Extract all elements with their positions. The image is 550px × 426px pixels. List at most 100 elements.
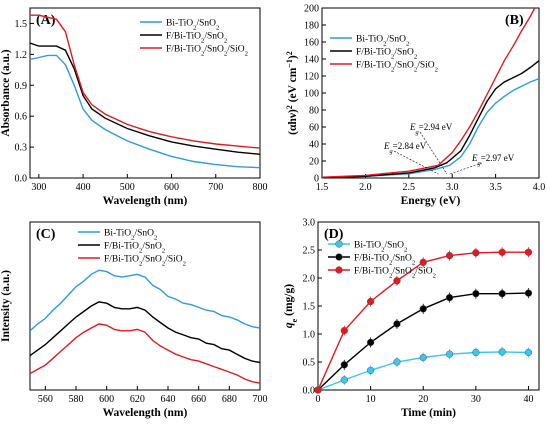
series-line-fbi: [30, 42, 260, 155]
data-point-bi: [472, 348, 480, 357]
legend-entry-bi-part: Bi-TiO: [166, 19, 193, 29]
panel-a: 300 400 500 600 700 800 0.0 0.3 0.6 0.9 1.2 1.5 Wave…: [0, 7, 268, 207]
data-point-fbi: [498, 290, 506, 298]
data-point-fbi: [524, 289, 533, 297]
legend-entry-fbisi-part: 2: [224, 50, 227, 57]
legend-marker: [335, 266, 343, 274]
legend-entry-fbi: F/Bi-TiO2/SnO2: [354, 254, 415, 267]
data-point-fbi: [393, 320, 401, 328]
legend-entry-fbisi-part: 2: [389, 272, 392, 279]
x-tick-label: 300: [31, 182, 46, 193]
y-tick-label: 3.0: [303, 218, 316, 229]
y-axis-label-part: 2: [285, 105, 294, 109]
data-point-bi: [498, 348, 506, 356]
data-point-fbisi: [472, 249, 480, 257]
x-tick-label: 580: [69, 394, 84, 405]
plot-frame: [29, 221, 261, 391]
x-tick-label: 600: [99, 394, 114, 405]
series-line-fbi: [30, 301, 260, 364]
y-axis-label-part: (eV cm: [287, 67, 299, 105]
legend-entry-fbi-part: 2: [414, 53, 417, 60]
x-tick-label: 4.0: [533, 182, 546, 193]
panel-c: 560 580 600 620 640 660 680 700 Wavelength (nm) I…: [0, 221, 268, 419]
y-axis-label: Intensity (a.u.): [0, 270, 12, 342]
panel-b: 1.5 2.0 2.5 3.0 3.5 4.0 0 20 40 60 80 100 120 140 160 1…: [285, 4, 546, 208]
legend-entry-fbi-part: /SnO: [392, 254, 412, 264]
legend-entry-fbisi-part: /SiO: [227, 45, 245, 55]
y-axis-label-part: e: [290, 318, 299, 322]
legend-entry-fbi-part: /SnO: [394, 48, 414, 58]
y-axis-label-part: ): [287, 55, 299, 59]
legend-entry-bi-part: 2: [154, 234, 157, 241]
annotation-leader: [419, 131, 448, 175]
x-tick-label: 30: [471, 394, 481, 405]
x-tick-label: 3.0: [446, 182, 459, 193]
data-point-fbi: [340, 361, 348, 369]
y-tick-label: 0: [314, 174, 319, 185]
legend-entry-bi-part: 2: [406, 40, 409, 47]
legend-entry-bi-part: 2: [383, 40, 386, 47]
data-point-fbisi: [445, 251, 454, 260]
legend-entry-fbisi-part: /SnO: [394, 61, 414, 71]
legend-entry-bi-part: 2: [381, 246, 384, 253]
legend-entry-bi: Bi-TiO2/SnO2: [356, 35, 409, 48]
legend-entry-fbi: F/Bi-TiO2/SnO2: [166, 32, 227, 45]
annotation-leader: [393, 150, 439, 175]
annotation-label: Eg=2.97 eV: [471, 153, 515, 167]
panel-label: (D): [324, 227, 344, 242]
legend-entry-bi-part: /SnO: [134, 229, 154, 239]
data-point-bi: [419, 353, 427, 362]
annotation-value: =2.97 eV: [481, 153, 515, 163]
legend-entry-fbi-part: 2: [412, 259, 415, 266]
legend-entry-bi-part: 2: [404, 246, 407, 253]
data-point-bi: [524, 348, 533, 357]
x-tick-label: 400: [76, 182, 91, 193]
x-tick-label: 20: [418, 394, 428, 405]
legend-entry-fbi-part: 2: [162, 247, 165, 254]
legend-entry-fbisi-part: F/Bi-TiO: [166, 45, 201, 55]
y-axis-label-part: (mg/g): [283, 284, 295, 319]
legend-entry-fbi-part: 2: [391, 53, 394, 60]
legend-entry-fbi: F/Bi-TiO2/SnO2: [104, 242, 165, 255]
legend-entry-fbisi-part: /SnO: [142, 255, 162, 265]
panel-label: (A): [36, 13, 56, 28]
legend-entry-bi-part: 2: [216, 24, 219, 31]
data-point-fbi: [472, 290, 480, 298]
legend-entry-bi: Bi-TiO2/SnO2: [166, 19, 219, 32]
series-line-bi: [322, 77, 539, 178]
legend-entry-fbisi-part: /SiO: [415, 267, 433, 277]
legend-entry-fbi-part: 2: [389, 259, 392, 266]
x-tick-label: 700: [253, 394, 268, 405]
x-tick-label: 640: [161, 394, 176, 405]
legend-entry-bi: Bi-TiO2/SnO2: [104, 229, 157, 242]
panel-d: 0 10 20 30 40 0.0 0.5 1.0 1.5 2.0 2.5 3.0 Time (min)…: [283, 218, 540, 419]
legend-entry-bi-part: /SnO: [386, 35, 406, 45]
legend-entry-fbisi-part: 2: [162, 260, 165, 267]
y-tick-label: 120: [304, 72, 319, 83]
legend-entry-bi-part: 2: [193, 24, 196, 31]
y-tick-label: 1.2: [15, 50, 28, 61]
data-point-fbisi: [393, 277, 401, 285]
x-tick-label: 3.5: [489, 182, 502, 193]
y-axis-label-part: −1: [285, 59, 294, 68]
y-axis-label-part: 2: [285, 51, 294, 55]
legend-entry-fbisi: F/Bi-TiO2/SnO2/SiO2: [354, 267, 436, 280]
legend-entry-bi-part: Bi-TiO: [354, 241, 381, 251]
data-point-bi: [340, 376, 348, 384]
data-point-fbi: [445, 293, 454, 302]
x-tick-label: 2.0: [359, 182, 372, 193]
data-point-fbisi: [340, 326, 348, 335]
panel-label: (C): [36, 227, 56, 242]
x-tick-label: 800: [253, 182, 268, 193]
legend-entry-fbi: F/Bi-TiO2/SnO2: [356, 48, 417, 61]
y-tick-label: 0.3: [15, 143, 28, 154]
y-tick-label: 0.6: [15, 112, 28, 123]
y-tick-label: 2.0: [303, 274, 316, 285]
annotation-subscript: g: [478, 160, 481, 167]
legend-entry-fbi-part: F/Bi-TiO: [166, 32, 201, 42]
legend-marker: [335, 240, 343, 248]
legend-entry-fbi-part: /SnO: [142, 242, 162, 252]
legend-marker: [335, 253, 343, 261]
legend-entry-bi-part: /SnO: [196, 19, 216, 29]
